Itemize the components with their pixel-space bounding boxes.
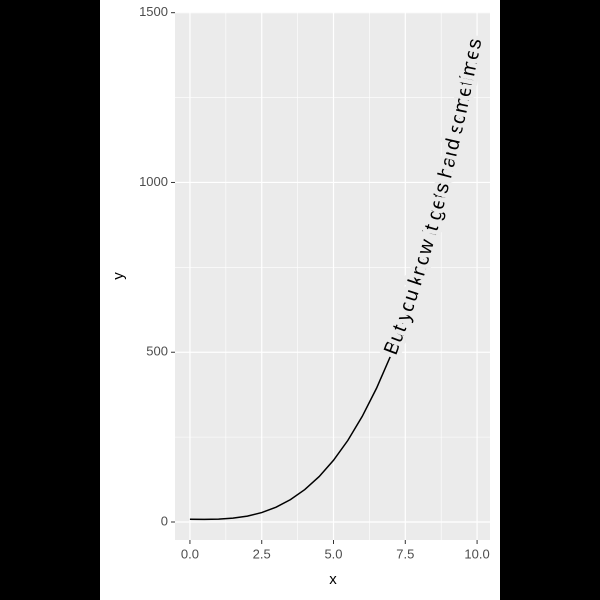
x-tick-label: 5.0: [324, 546, 342, 561]
y-tick-label: 500: [146, 344, 168, 359]
y-tick-label: 1500: [139, 4, 168, 19]
x-tick-label: 0.0: [181, 546, 199, 561]
x-tick-label: 7.5: [396, 546, 414, 561]
x-axis-title: x: [329, 571, 337, 588]
panel: [175, 12, 490, 540]
line: [189, 36, 478, 521]
x-tick-label: 2.5: [253, 546, 271, 561]
x-tick-label: 10.0: [464, 546, 489, 561]
y-tick-label: 1000: [139, 174, 168, 189]
y-tick-label: 0: [161, 513, 168, 528]
y-axis-title: y: [110, 272, 127, 280]
